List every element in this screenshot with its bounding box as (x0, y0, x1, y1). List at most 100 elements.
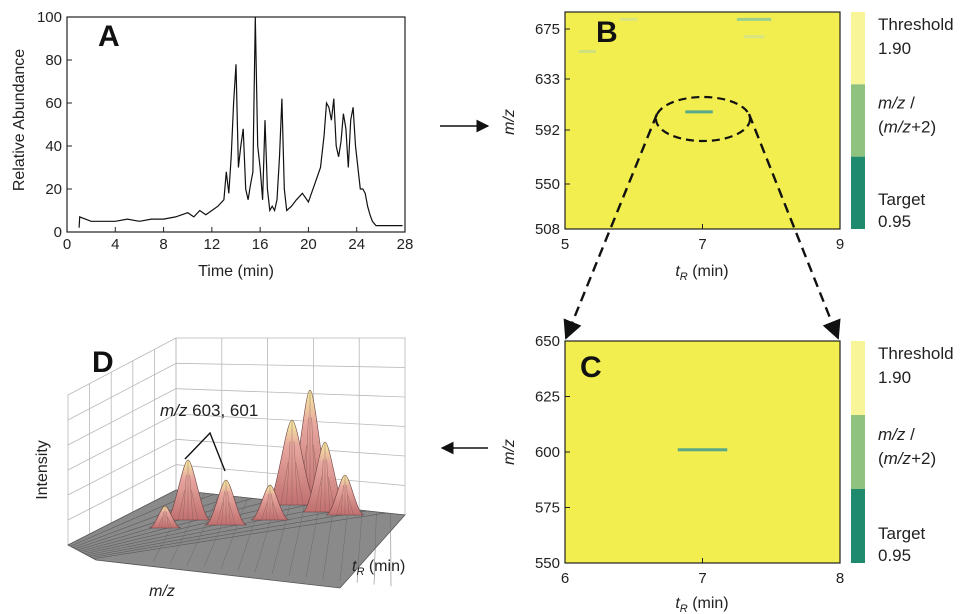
panel-label-c: C (580, 351, 602, 384)
surface-grid-line (67, 362, 177, 421)
heatmap-c-x-label: tR (min) (675, 595, 728, 614)
surface-grid-line (175, 413, 406, 427)
surface-plot (67, 389, 406, 589)
surface-mesh-line (220, 497, 248, 569)
surface-peak-mesh (227, 491, 231, 526)
colorbar-target-value: 0.95 (878, 546, 911, 565)
surface-mesh-line (271, 502, 291, 575)
surface-mesh-line (93, 512, 386, 560)
colorbar-segment (851, 12, 865, 85)
annotation-pointer (184, 431, 226, 472)
y-tick-label: 650 (535, 333, 560, 350)
surface-peak-mesh (157, 516, 163, 529)
surface-peak-mesh (271, 493, 275, 521)
heatmap-c-x-ticks: 6 7 8 (561, 558, 844, 587)
x-tick-label: 5 (561, 236, 569, 253)
surface-peak-mesh (346, 484, 350, 516)
surface-grid-line (67, 413, 177, 471)
surface-mesh-line (91, 510, 367, 558)
surface-mesh-line (70, 491, 196, 547)
peak-annotation: m/z 603, 601 (160, 401, 258, 420)
x-tick-label: 9 (836, 236, 844, 253)
x-tick-label: 8 (836, 570, 844, 587)
chromatogram-y-label: Relative Abundance (11, 49, 28, 191)
colorbar-segment (851, 341, 865, 415)
chromatogram-frame (66, 16, 406, 233)
y-tick-label: 550 (535, 555, 560, 572)
surface-mesh-line (322, 507, 334, 580)
surface-mesh-line (74, 495, 234, 550)
surface-grid-line (67, 464, 177, 521)
surface-grid-line (67, 388, 177, 446)
surface-mesh-line (339, 508, 348, 582)
x-tick-label: 4 (111, 236, 119, 253)
heatmap-c-features (677, 448, 728, 452)
surface-peak-mesh (178, 489, 185, 521)
surface-peak-mesh (161, 511, 164, 529)
colorbar-threshold-label: Threshold (878, 15, 954, 34)
panel-label-a: A (98, 20, 120, 53)
heatmap-feature (685, 110, 713, 114)
y-tick-label: 633 (535, 71, 560, 88)
colorbar-threshold-label: Threshold (878, 344, 954, 363)
surface-grid-line (175, 388, 406, 398)
surface-peak-mesh (347, 494, 354, 516)
colorbar-ratio-label-2: (m/z+2) (878, 118, 936, 137)
heatmap-feature (736, 17, 772, 21)
heatmap-feature (677, 448, 728, 452)
colorbar-ratio-label-2: (m/z+2) (878, 449, 936, 468)
x-tick-label: 20 (300, 236, 317, 253)
y-tick-label: 40 (45, 138, 62, 155)
y-tick-label: 0 (54, 224, 62, 241)
surface-peak-mesh (326, 459, 331, 513)
heatmap-feature (578, 49, 596, 53)
surface-grid-line (175, 362, 406, 368)
surface-peak-mesh (336, 494, 343, 516)
y-tick-label: 550 (535, 176, 560, 193)
heatmap-b-x-label: tR (min) (675, 263, 728, 283)
y-tick-label: 600 (535, 444, 560, 461)
heatmap-c-y-ticks: 550 575 600 625 650 (535, 333, 570, 572)
x-tick-label: 28 (397, 236, 414, 253)
connector-arrows (440, 113, 841, 455)
colorbar-threshold-value: 1.90 (878, 368, 911, 387)
surface-x-label: m/z (149, 583, 175, 600)
heatmap-c-plot (564, 340, 841, 564)
heatmap-b-y-ticks: 508 550 592 633 675 (535, 21, 570, 238)
chromatogram-x-label: Time (min) (198, 263, 274, 280)
heatmap-b-x-ticks: 5 7 9 (561, 224, 844, 253)
panel-label-d: D (92, 346, 114, 379)
x-tick-label: 7 (698, 570, 706, 587)
chromatogram-x-ticks: 0 4 8 12 16 20 24 28 (63, 227, 414, 253)
heatmap-c-y-label: m/z (501, 439, 518, 465)
surface-peak-mesh (191, 489, 198, 521)
surface-peak-mesh (261, 502, 268, 521)
chromatogram-trace (78, 16, 403, 228)
surface-peak-mesh (216, 502, 224, 526)
x-tick-label: 6 (561, 570, 569, 587)
colorbar-target-label: Target (878, 524, 926, 543)
y-tick-label: 80 (45, 52, 62, 69)
surface-peak-mesh (182, 474, 187, 521)
zoom-arrow-left (563, 113, 659, 340)
y-tick-label: 625 (535, 389, 560, 406)
surface-peak-mesh (286, 441, 291, 506)
heatmap-c-panel: 6 7 8 550 575 600 625 650 C tR (min) m/z (501, 333, 844, 614)
surface-peak-mesh (221, 491, 225, 526)
x-tick-label: 7 (698, 236, 706, 253)
panel-label-b: B (596, 16, 618, 49)
y-tick-label: 100 (37, 9, 62, 26)
x-tick-label: 8 (159, 236, 167, 253)
surface-grid-line (67, 438, 177, 496)
surface-peak-mesh (315, 476, 322, 513)
colorbar-segment (851, 156, 865, 229)
surface-y-label: tR (min) (352, 558, 405, 578)
heatmap-b-y-label: m/z (501, 109, 518, 135)
surface-z-label: Intensity (34, 440, 51, 500)
surface-panel: D m/z 603, 601 Intensity m/z tR (min) (34, 337, 406, 600)
x-tick-label: 12 (204, 236, 221, 253)
colorbar-segment (851, 415, 865, 489)
x-tick-label: 24 (348, 236, 365, 253)
